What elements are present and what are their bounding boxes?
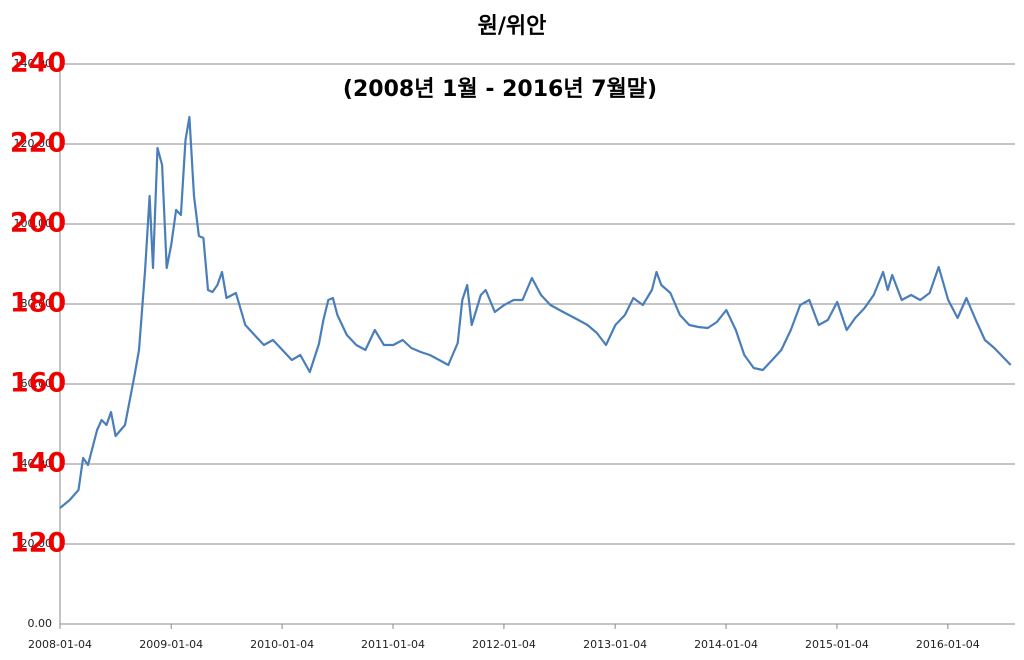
y-tick-label: 40.00 [21, 457, 53, 470]
x-tick-label: 2009-01-04 [139, 638, 203, 651]
chart-subtitle: (2008년 1월 - 2016년 7월말) [343, 77, 657, 102]
y-tick-label: 20.00 [21, 537, 53, 550]
y-tick-label: 80.00 [21, 297, 53, 310]
y-tick-label: 60.00 [21, 377, 53, 390]
chart-title: 원/위안 [478, 14, 547, 39]
y-tick-label: 100.00 [14, 217, 53, 230]
x-tick-label: 2015-01-04 [805, 638, 869, 651]
series-line [59, 115, 1012, 509]
x-tick-label: 2008-01-04 [28, 638, 92, 651]
y2-tick-label: 240 [10, 48, 66, 79]
x-tick-label: 2016-01-04 [916, 638, 980, 651]
y-tick-label: 140.00 [14, 57, 53, 70]
x-tick-label: 2012-01-04 [472, 638, 536, 651]
x-tick-label: 2013-01-04 [583, 638, 647, 651]
y2-tick-label: 220 [10, 128, 66, 159]
y2-tick-label: 140 [10, 448, 66, 479]
y-tick-label: 0.00 [28, 617, 53, 630]
y2-tick-label: 180 [10, 288, 66, 319]
x-tick-label: 2011-01-04 [361, 638, 425, 651]
y2-tick-label: 200 [10, 208, 66, 239]
y-tick-label: 120.00 [14, 137, 53, 150]
x-tick-label: 2014-01-04 [694, 638, 758, 651]
x-tick-label: 2010-01-04 [250, 638, 314, 651]
y2-tick-label: 160 [10, 368, 66, 399]
y2-tick-label: 120 [10, 528, 66, 559]
